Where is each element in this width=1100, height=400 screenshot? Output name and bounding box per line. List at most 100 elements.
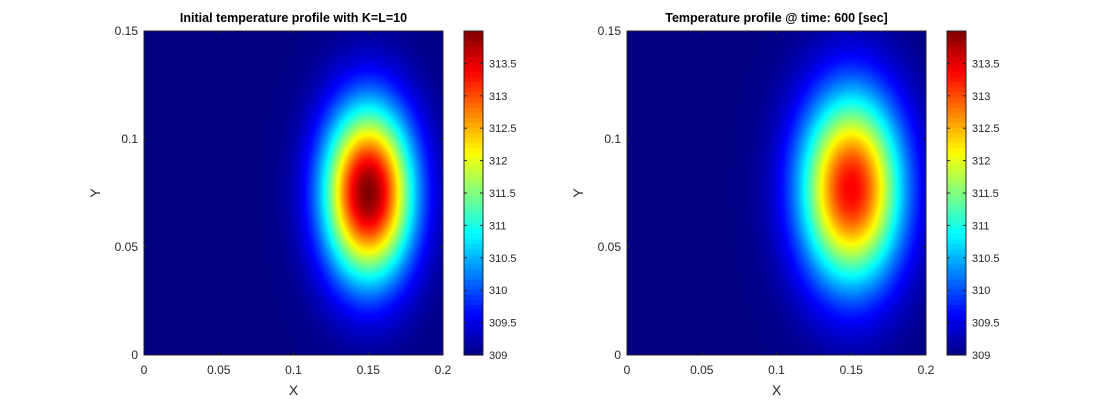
colorbar-swatch [464,213,483,219]
colorbar-tick-label: 313 [972,91,990,103]
colorbar-swatch [464,263,483,270]
x-axis-label: X [289,382,299,398]
y-axis-label: Y [570,188,586,198]
heatmap-field [144,31,443,355]
x-tick-label: 0.1 [768,363,785,377]
y-axis-label: Y [87,188,103,198]
colorbar-swatch [464,182,483,189]
colorbar-swatch [947,86,966,93]
chart-initial-profile: 0 0.05 0.1 0.15 0.2 0 0.05 0.1 0.15 Initial tempe… [87,11,517,398]
colorbar-swatch [947,208,966,214]
colorbar-swatch [464,56,483,62]
colorbar-swatch [947,152,966,159]
colorbar-swatch [464,36,483,42]
colorbar-swatch [947,258,966,265]
x-tick-label: 0.2 [918,363,935,377]
colorbar-swatch [464,101,483,108]
colorbar-swatch [464,147,483,154]
colorbar-swatch [464,162,483,169]
colorbar-swatch [464,187,483,194]
colorbar-tick-label: 313.5 [972,58,1000,70]
y-tick-label: 0.05 [115,240,139,254]
colorbar: 309 309.5 310 310.5 311 311.5 312 312.5 313 313.5 [946,30,1000,362]
colorbar-swatch [464,324,483,331]
heatmap-field [627,31,926,355]
colorbar-swatch [464,203,483,209]
colorbar-swatch [947,344,966,351]
colorbar-swatch [464,86,483,93]
colorbar-tick-label: 311.5 [489,188,516,200]
colorbar-swatch [947,142,966,149]
colorbar-swatch [464,248,483,255]
colorbar-swatch [464,193,483,199]
colorbar-swatch [947,147,966,154]
colorbar-swatch [947,162,966,169]
y-tick-label: 0 [131,348,138,362]
colorbar-swatch [947,56,966,62]
colorbar-swatch [947,172,966,179]
colorbar-swatch [464,268,483,275]
colorbar-swatch [464,117,483,123]
colorbar-swatch [464,309,483,316]
colorbar-swatch [947,81,966,88]
colorbar-swatch [464,319,483,326]
chart-title: Temperature profile @ time: 600 [sec] [665,11,887,25]
colorbar-swatch [464,228,483,235]
colorbar-swatch [464,41,483,47]
colorbar-swatch [947,46,966,52]
colorbar-swatch [947,233,966,240]
chart-title: Initial temperature profile with K=L=10 [180,11,407,25]
colorbar-swatch [947,117,966,123]
colorbar-swatch [464,96,483,103]
colorbar-swatch [947,66,966,73]
x-tick-label: 0 [141,363,148,377]
colorbar-swatch [464,172,483,179]
colorbar-swatch [947,71,966,78]
colorbar-swatch [947,177,966,184]
colorbar-swatch [464,304,483,311]
colorbar-swatch [464,334,483,341]
colorbar-swatch [464,329,483,336]
colorbar-swatch [464,177,483,184]
colorbar-tick-label: 311 [489,220,507,232]
colorbar-swatch [464,112,483,118]
colorbar-swatch [947,309,966,316]
colorbar-swatch [947,299,966,305]
colorbar-swatch [947,167,966,174]
colorbar-tick-label: 311 [972,220,990,232]
colorbar-swatch [947,294,966,300]
colorbar-swatch [947,324,966,331]
colorbar-swatch [464,167,483,174]
colorbar-swatch [464,284,483,290]
colorbar-swatch [947,304,966,311]
colorbar-swatch [947,284,966,290]
x-tick-label: 0.05 [207,363,231,377]
colorbar-swatch [947,319,966,326]
colorbar-swatch [464,243,483,250]
colorbar-swatch [947,106,966,113]
colorbar-swatch [947,329,966,336]
y-tick-label: 0.15 [598,24,622,38]
colorbar-swatch [947,223,966,230]
colorbar-swatch [947,253,966,260]
colorbar-swatch [947,349,966,356]
chart-profile-600s: 0 0.05 0.1 0.15 0.2 0 0.05 0.1 0.15 Temperature p… [570,11,1000,398]
x-tick-label: 0.05 [690,363,714,377]
colorbar-swatch [464,51,483,57]
colorbar-tick-label: 310.5 [972,253,1000,265]
colorbar-swatch [947,248,966,255]
colorbar-swatch [464,122,483,128]
colorbar-swatch [464,31,483,37]
colorbar-swatch [947,238,966,245]
colorbar-swatch [947,31,966,37]
colorbar-swatch [464,258,483,265]
colorbar-swatch [947,187,966,194]
colorbar-swatch [947,157,966,164]
colorbar-swatch [947,61,966,68]
x-axis-label: X [772,382,782,398]
colorbar-swatch [464,238,483,245]
colorbar-tick-label: 310.5 [489,253,517,265]
colorbar-swatch [947,182,966,189]
colorbar-swatch [464,61,483,68]
